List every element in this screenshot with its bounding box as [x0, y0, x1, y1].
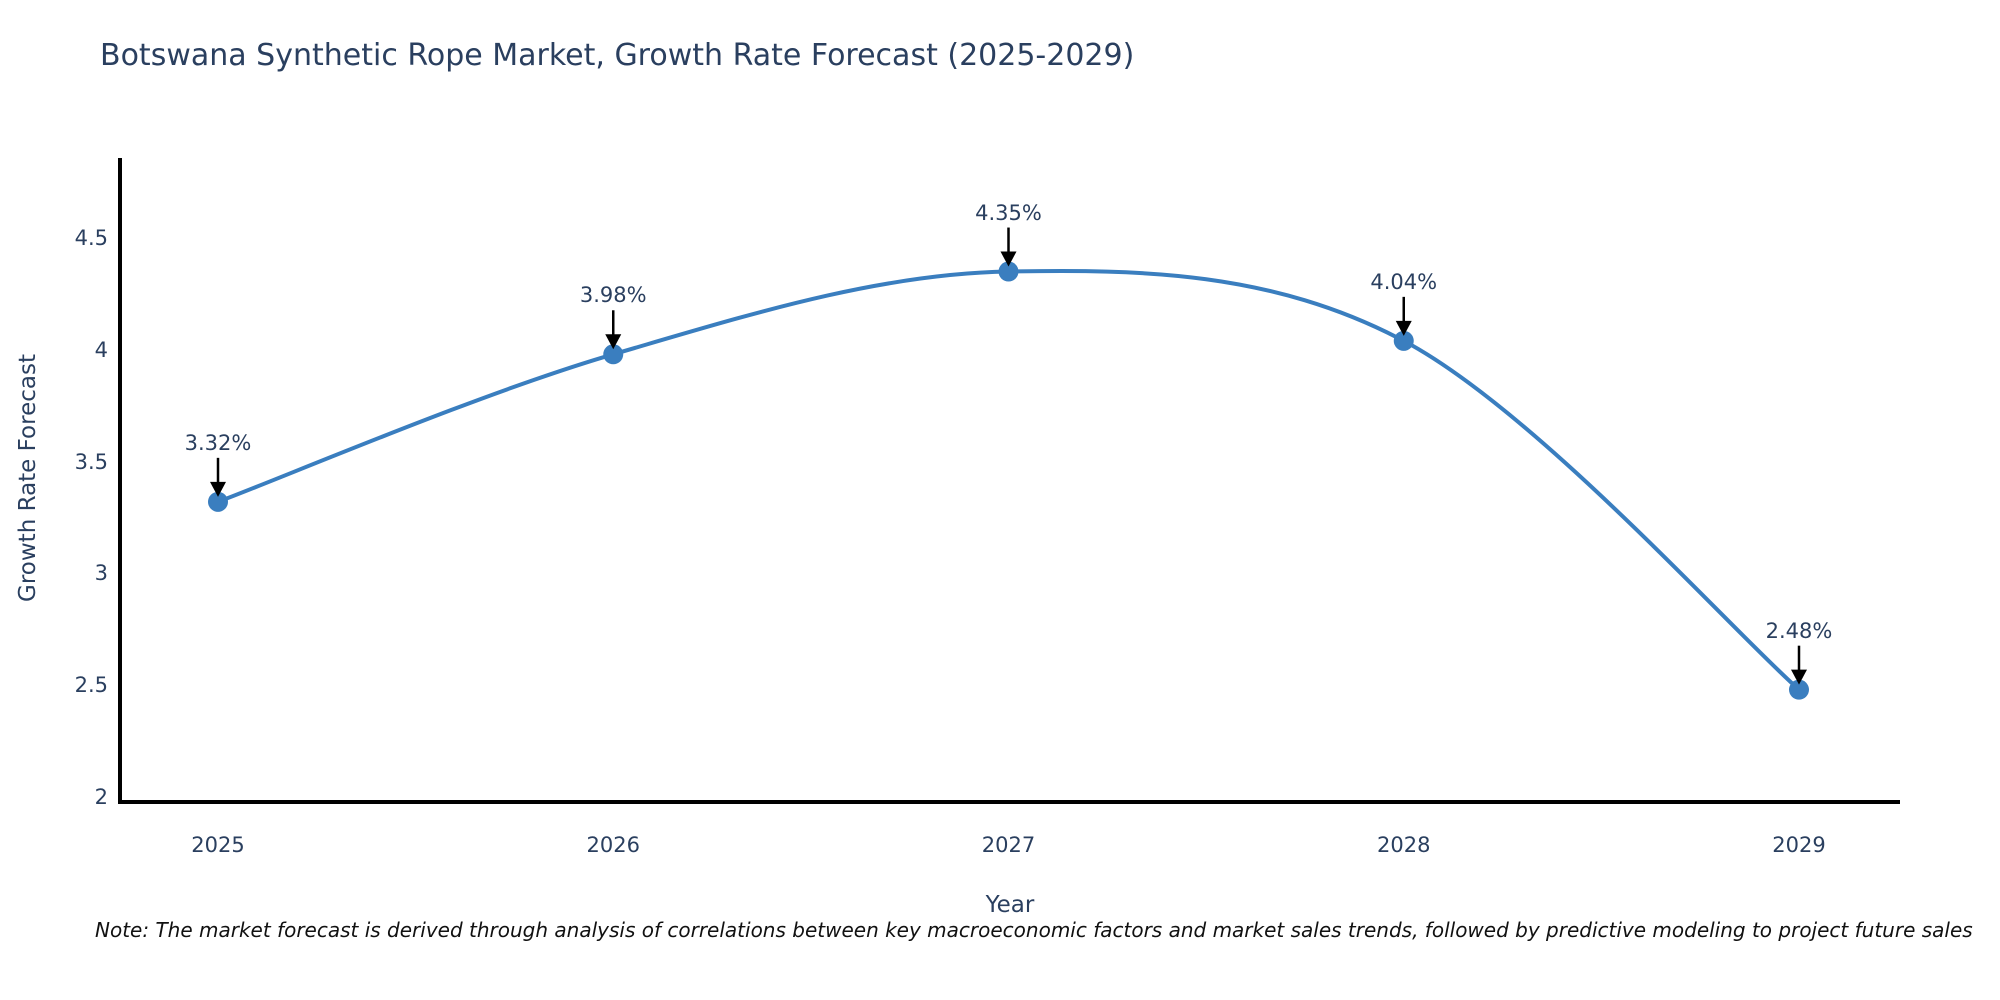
footnote: Note: The market forecast is derived thr… [95, 918, 1973, 942]
y-tick-label: 3 [94, 561, 108, 586]
data-point-2027 [998, 261, 1019, 282]
y-tick-label: 2.5 [74, 673, 108, 698]
point-value-label: 2.48% [1765, 618, 1833, 643]
y-tick-label: 4.5 [74, 226, 108, 250]
x-tick-label: 2029 [1772, 833, 1826, 857]
annotation-arrowhead-icon [210, 481, 226, 497]
data-point-2028 [1393, 330, 1414, 351]
annotation-arrowhead-icon [1395, 320, 1412, 336]
point-value-label: 4.04% [1370, 269, 1438, 294]
y-tick-label: 2 [94, 785, 108, 809]
data-point-2026 [603, 344, 624, 365]
x-tick-label: 2025 [191, 833, 245, 857]
x-axis-title: Year [985, 892, 1035, 918]
annotation-arrowhead-icon [605, 334, 622, 350]
point-value-label: 3.32% [184, 430, 252, 455]
y-axis-title: Growth Rate Forecast [15, 354, 41, 602]
chart-title: Botswana Synthetic Rope Market, Growth R… [100, 38, 1135, 73]
point-value-label: 3.98% [579, 283, 647, 308]
x-tick-label: 2028 [1377, 833, 1431, 857]
data-point-2025 [208, 491, 228, 512]
point-value-label: 4.35% [975, 200, 1042, 225]
annotation-arrowhead-icon [1000, 251, 1017, 267]
data-point-2029 [1789, 679, 1809, 700]
x-tick-label: 2026 [586, 833, 640, 857]
x-tick-label: 2027 [981, 833, 1036, 857]
y-tick-label: 3.5 [74, 449, 108, 474]
annotation-arrowhead-icon [1791, 669, 1807, 685]
trend-line [217, 269, 1801, 692]
y-tick-label: 4 [94, 337, 108, 362]
